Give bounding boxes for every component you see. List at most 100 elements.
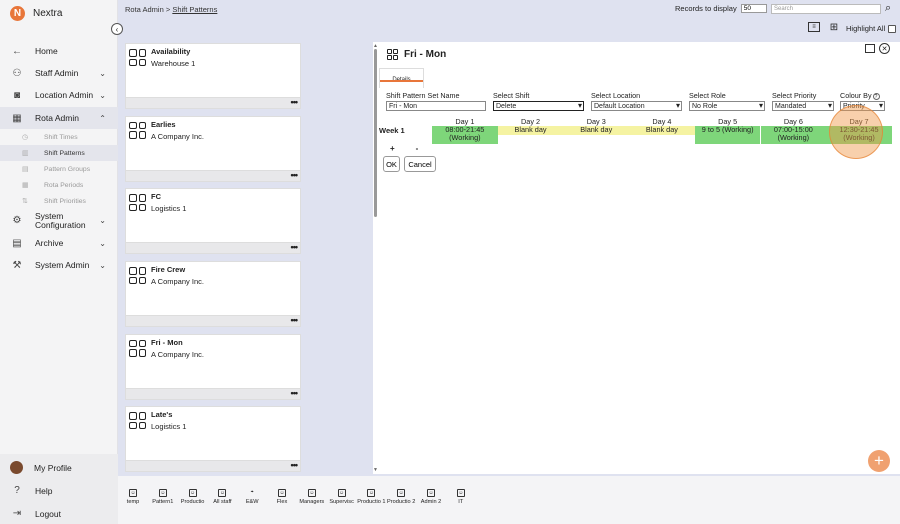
set-name-input[interactable]: Fri - Mon [386,101,486,111]
sidebar-item-system-configuration[interactable]: ⚙ System Configuration ⌄ [0,209,118,232]
select-role-dropdown[interactable]: No Role [689,101,765,111]
shortcut-pattern1[interactable]: ☺ Pattern1 [148,489,178,506]
shortcut-productio-2[interactable]: ☺ Productio 2 [386,489,416,506]
close-icon[interactable]: ✕ [879,43,890,54]
chevron-down-icon[interactable]: ⌄ [99,216,106,225]
more-options-icon[interactable]: ••• [290,315,299,326]
search-input[interactable]: Search [771,4,881,14]
shortcut-label: Supervisc [329,499,354,505]
grid-view-icon[interactable]: ⊞ [829,21,839,33]
pattern-card[interactable]: Availability Warehouse 1 ••• [125,43,301,109]
pattern-card-footer: ••• [126,460,300,472]
pattern-card[interactable]: Late's Logistics 1 ••• [125,406,301,473]
arrow-left-icon: ← [12,45,22,57]
select-shift-label: Select Shift [493,91,530,100]
more-options-icon[interactable]: ••• [290,169,299,180]
search-icon[interactable]: ⌕ [885,2,892,14]
tab-details[interactable]: Details [379,68,424,88]
sidebar-subitem-pattern-groups[interactable]: ▤ Pattern Groups [0,161,118,177]
sidebar-subitem-rota-periods[interactable]: ▦ Rota Periods [0,177,118,193]
shortcut-it[interactable]: ☺ IT [446,489,476,506]
sidebar-item-logout[interactable]: ⇥ Logout [0,502,118,524]
pattern-card[interactable]: FC Logistics 1 ••• [125,188,301,255]
vertical-scrollbar[interactable]: ▲ ▼ [373,43,378,473]
sidebar-item-help[interactable]: ? Help [0,479,118,502]
add-week-button[interactable]: + [390,144,395,153]
pattern-card[interactable]: Fire Crew A Company Inc. ••• [125,261,301,328]
collapse-sidebar-button[interactable]: ‹ [111,23,123,35]
more-options-icon[interactable]: ••• [290,387,299,398]
select-role-field: Select Role No Role [689,92,765,111]
window-icon[interactable] [865,44,875,53]
rota-week-row: Week 1 Day 1 08:00-21:45 (Working) Day 2 Bla… [378,117,893,144]
chevron-up-icon[interactable]: ⌃ [99,113,106,123]
chevron-down-icon[interactable]: ⌄ [99,91,106,100]
records-input[interactable] [740,4,767,13]
shortcut-label: E&W [245,499,259,505]
pattern-card-footer: ••• [126,242,300,254]
rota-day-4[interactable]: Day 4 Blank day [629,117,695,144]
pattern-grid-icon [129,49,146,66]
sidebar-item-location-admin[interactable]: ◙ Location Admin ⌄ [0,84,118,107]
remove-week-button[interactable]: - [415,144,419,153]
sidebar-item-label: System Admin [35,260,90,270]
sidebar-item-archive[interactable]: ▤ Archive ⌄ [0,232,118,254]
highlight-all[interactable]: Highlight All [846,24,897,33]
select-shift-dropdown[interactable]: Delete [493,101,584,111]
brand[interactable]: N Nextra [10,6,62,21]
rota-day-1[interactable]: Day 1 08:00-21:45 (Working) [432,117,498,144]
shortcut-managers[interactable]: ☺ Managers [297,489,327,506]
sidebar-item-my-profile[interactable]: My Profile [0,456,118,479]
add-button[interactable]: + [868,450,890,472]
user-icon: ☺ [218,489,227,497]
select-priority-dropdown[interactable]: Mandated [772,101,834,111]
ok-button[interactable]: OK [383,156,400,172]
rota-day-6[interactable]: Day 6 07:00-15:00 (Working) [760,117,827,144]
pattern-card-subtitle: A Company Inc. [151,349,204,359]
rota-day-3[interactable]: Day 3 Blank day [563,117,630,144]
shortcut-productio[interactable]: ☺ Productio [178,489,208,506]
scroll-down-icon[interactable]: ▼ [373,467,378,473]
sidebar-item-label: Logout [35,508,61,519]
scrollbar-thumb[interactable] [374,49,377,217]
highlight-all-label: Highlight All [846,24,886,33]
list-view-icon[interactable]: ≡ [808,22,820,32]
more-options-icon[interactable]: ••• [290,97,299,107]
shortcut-supervisc[interactable]: ☺ Supervisc [327,489,357,506]
sidebar-subitem-shift-times[interactable]: ◷ Shift Times [0,129,118,145]
shortcut-all-staff[interactable]: ☺ All staff [207,489,237,506]
highlight-all-checkbox[interactable] [888,24,897,33]
shortcut-e-w[interactable]: ⌖ E&W [237,489,267,506]
rota-day-2[interactable]: Day 2 Blank day [497,117,564,144]
app-name: Nextra [33,8,63,19]
archive-icon: ▤ [12,237,22,249]
help-circle-icon[interactable]: ? [872,92,880,100]
sidebar-item-system-admin[interactable]: ⚒ System Admin ⌄ [0,254,118,276]
sidebar-subitem-label: Rota Periods [44,181,84,189]
scroll-up-icon[interactable]: ▲ [373,43,378,49]
pattern-card[interactable]: Fri - Mon A Company Inc. ••• [125,333,301,400]
sidebar-item-rota-admin[interactable]: ▦ Rota Admin ⌃ [0,107,118,129]
day-shift-line1: Blank day [645,125,678,134]
cancel-button[interactable]: Cancel [404,156,436,172]
shortcut-productio-1[interactable]: ☺ Productio 1 [356,489,386,506]
sidebar-item-home[interactable]: ← Home [0,40,118,62]
shortcut-flex[interactable]: ☺ Flex [267,489,297,506]
pattern-card[interactable]: Earlies A Company Inc. ••• [125,115,301,182]
chevron-down-icon[interactable]: ⌄ [99,238,106,248]
sidebar-subitem-shift-patterns[interactable]: ▥ Shift Patterns [0,145,118,161]
more-options-icon[interactable]: ••• [290,242,299,253]
shortcut-temp[interactable]: ☺ temp [118,489,148,506]
more-options-icon[interactable]: ••• [290,460,299,471]
sidebar-subitem-shift-priorities[interactable]: ⇅ Shift Priorities [0,193,118,209]
sidebar-item-label: Rota Admin [35,113,79,123]
day-shift: 9 to 5 (Working) [694,126,761,144]
chevron-down-icon[interactable]: ⌄ [99,68,106,78]
breadcrumb-current-link[interactable]: Shift Patterns [172,5,218,14]
shortcut-admin-2[interactable]: ☺ Admin 2 [416,489,446,506]
sidebar-item-staff-admin[interactable]: ⚇ Staff Admin ⌄ [0,62,118,84]
chevron-down-icon[interactable]: ⌄ [99,260,106,270]
select-location-dropdown[interactable]: Default Location [591,101,682,111]
day-shift: 08:00-21:45 (Working) [432,126,498,144]
